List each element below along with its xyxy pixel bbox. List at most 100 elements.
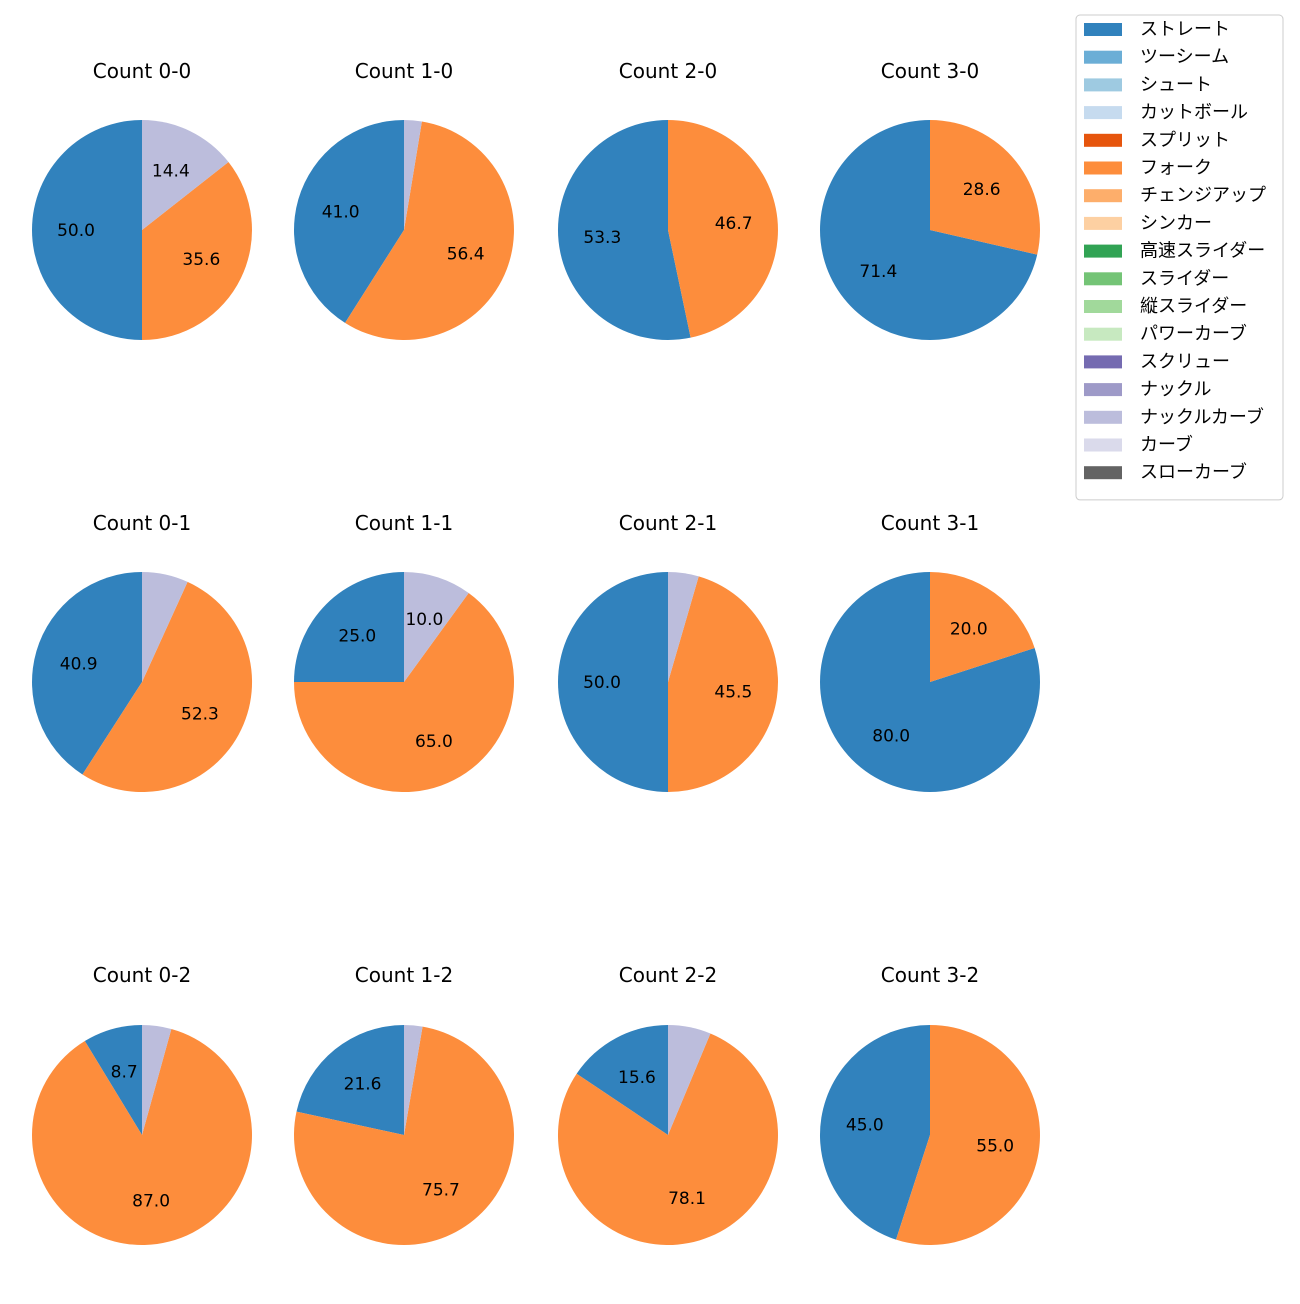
slice-label: 35.6 xyxy=(182,250,220,270)
pie-slice xyxy=(32,120,142,340)
slice-label: 45.0 xyxy=(846,1116,884,1136)
pie-1: Count 0-0 50.0 35.6 14.4 xyxy=(32,59,252,340)
slice-label: 40.9 xyxy=(60,654,98,674)
slice-label: 87.0 xyxy=(132,1191,170,1211)
pie-slice xyxy=(404,1025,423,1135)
slice-label: 28.6 xyxy=(963,180,1001,200)
legend-label: シンカー xyxy=(1140,213,1212,234)
slice-label: 65.0 xyxy=(415,732,453,752)
legend-item: スライダー xyxy=(1084,268,1229,289)
legend-label: ナックルカーブ xyxy=(1140,406,1264,428)
slice-label: 15.6 xyxy=(618,1068,656,1088)
legend-swatch xyxy=(1084,466,1122,480)
legend-item: シュート xyxy=(1084,74,1212,95)
pie-slice xyxy=(896,1025,1040,1245)
legend-label: スライダー xyxy=(1140,268,1229,289)
pie-slice xyxy=(404,119,422,230)
pie-slice xyxy=(930,120,1041,255)
pie-title: Count 0-2 xyxy=(93,963,191,987)
legend-label: ストレート xyxy=(1140,19,1230,40)
pie-title: Count 3-2 xyxy=(881,963,979,987)
legend-item: カーブ xyxy=(1084,434,1193,456)
pie-slice xyxy=(296,1025,404,1135)
legend-label: 縦スライダー xyxy=(1140,296,1247,317)
pie-7: Count 2-1 50.0 45.5 xyxy=(558,511,778,792)
legend-swatch xyxy=(1084,78,1122,92)
legend-item: スプリット xyxy=(1084,130,1230,151)
pie-slice xyxy=(576,1025,668,1135)
pie-title: Count 2-2 xyxy=(619,963,717,987)
pie-slice xyxy=(345,121,514,340)
pie-title: Count 3-1 xyxy=(881,511,979,535)
slice-label: 78.1 xyxy=(668,1189,706,1209)
slice-label: 50.0 xyxy=(57,221,95,241)
slice-label: 45.5 xyxy=(714,682,752,702)
pie-slice xyxy=(142,162,252,340)
legend-swatch xyxy=(1084,23,1122,36)
slice-label: 10.0 xyxy=(405,610,443,630)
slice-label: 50.0 xyxy=(583,673,621,693)
pie-slice xyxy=(668,120,778,338)
legend-label: カットボール xyxy=(1140,102,1248,123)
pie-slice xyxy=(930,572,1035,682)
legend-swatch xyxy=(1084,133,1122,147)
legend-label: フォーク xyxy=(1140,158,1212,179)
pie-title: Count 0-0 xyxy=(93,59,191,83)
legend-swatch xyxy=(1084,327,1122,341)
pie-11: Count 2-2 15.6 78.1 xyxy=(557,963,778,1246)
pie-title: Count 1-1 xyxy=(355,511,453,535)
legend-label: スローカーブ xyxy=(1140,461,1247,483)
pie-slice xyxy=(294,593,514,792)
legend-item: チェンジアップ xyxy=(1084,185,1266,206)
legend-swatch xyxy=(1084,161,1122,175)
pie-title: Count 1-0 xyxy=(355,59,453,83)
pie-12: Count 3-2 45.0 55.0 xyxy=(819,963,1040,1245)
slice-label: 71.4 xyxy=(859,262,897,282)
legend-item: パワーカーブ xyxy=(1084,323,1247,345)
legend-label: スクリュー xyxy=(1140,351,1230,372)
pie-6: Count 1-1 25.0 65.0 10.0 xyxy=(294,511,514,792)
pie-slice xyxy=(293,119,404,323)
pie-title: Count 2-0 xyxy=(619,59,717,83)
legend-swatch xyxy=(1084,355,1122,369)
pie-slice xyxy=(557,119,691,340)
legend-swatch xyxy=(1084,244,1122,258)
pie-slice xyxy=(557,1033,778,1246)
slice-label: 8.7 xyxy=(111,1062,138,1082)
slice-label: 56.4 xyxy=(447,245,485,265)
legend-label: 高速スライダー xyxy=(1140,241,1265,262)
pie-title: Count 3-0 xyxy=(881,59,979,83)
legend-swatch xyxy=(1084,300,1122,313)
legend-item: スクリュー xyxy=(1084,351,1230,372)
legend-item: シンカー xyxy=(1084,213,1212,234)
legend-item: ナックル xyxy=(1084,379,1211,400)
slice-label: 46.7 xyxy=(715,214,753,234)
legend-item: ストレート xyxy=(1084,19,1230,40)
legend-swatch xyxy=(1084,50,1122,64)
pie-slice xyxy=(668,576,778,792)
pie-slice xyxy=(820,572,1041,792)
legend-swatch xyxy=(1084,189,1122,203)
legend-label: シュート xyxy=(1140,74,1212,95)
pie-slice xyxy=(142,1025,172,1135)
legend-label: パワーカーブ xyxy=(1140,323,1247,345)
legend-frame xyxy=(1075,14,1284,501)
slice-label: 52.3 xyxy=(181,705,219,725)
slice-label: 25.0 xyxy=(338,626,376,646)
pie-title: Count 1-2 xyxy=(355,963,453,987)
pie-9: Count 0-2 8.7 87.0 xyxy=(32,963,253,1245)
legend-swatch xyxy=(1084,438,1122,452)
slice-label: 20.0 xyxy=(950,620,988,640)
legend-swatch xyxy=(1084,216,1122,230)
legend-label: スプリット xyxy=(1140,130,1230,151)
pie-slice xyxy=(404,572,469,682)
legend-swatch xyxy=(1084,272,1122,286)
pie-8: Count 3-1 80.0 20.0 xyxy=(820,511,1041,792)
pie-slice xyxy=(294,572,404,682)
legend-item: カットボール xyxy=(1084,102,1248,123)
pie-slice xyxy=(293,1026,514,1246)
legend-label: ナックル xyxy=(1140,379,1211,400)
legend-item: フォーク xyxy=(1084,158,1212,179)
